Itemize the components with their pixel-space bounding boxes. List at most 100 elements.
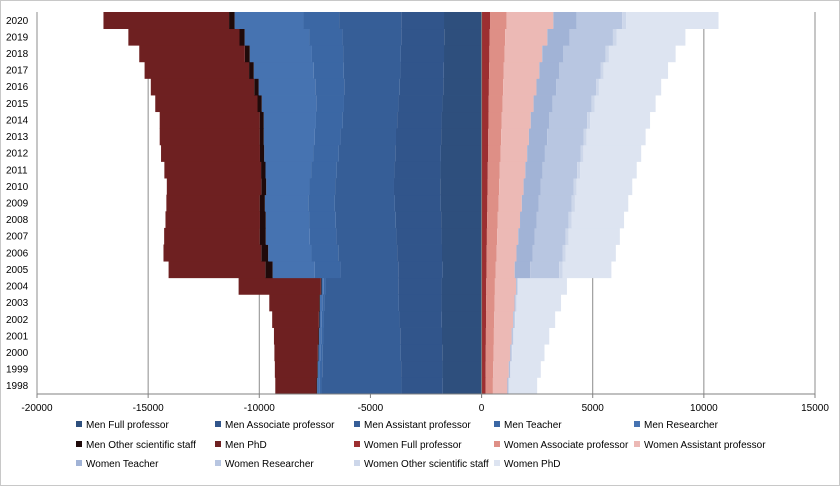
- bar-segment: [510, 360, 541, 378]
- bar-segment: [441, 294, 482, 312]
- bar-segment: [401, 360, 443, 378]
- bar-segment: [164, 227, 260, 245]
- bar-segment: [128, 28, 240, 46]
- bar-segment: [395, 128, 442, 146]
- y-tick-label: 2013: [6, 132, 29, 143]
- bar-segment: [263, 128, 315, 146]
- bar-segment: [498, 194, 522, 212]
- bar-segment: [338, 244, 398, 262]
- bar-segment: [487, 194, 499, 212]
- bar-segment: [249, 45, 312, 63]
- bar-segment: [481, 377, 486, 395]
- bar-segment: [259, 227, 266, 245]
- bar-segment: [254, 78, 259, 96]
- bar-segment: [440, 161, 482, 179]
- bar-segment: [259, 194, 265, 212]
- bar-segment: [547, 128, 584, 146]
- y-tick-label: 2017: [6, 66, 29, 77]
- x-tick-label: -5000: [358, 403, 384, 414]
- bar-segment: [518, 227, 535, 245]
- bar-segment: [238, 277, 321, 295]
- bar-segment: [318, 344, 321, 362]
- bar-segment: [323, 277, 326, 295]
- bar-segment: [481, 111, 489, 129]
- bar-segment: [163, 244, 262, 262]
- bar-segment: [319, 294, 323, 312]
- bar-segment: [553, 12, 577, 30]
- bar-segment: [493, 327, 512, 345]
- bar-segment: [481, 144, 489, 162]
- bar-segment: [317, 360, 318, 378]
- bar-segment: [396, 227, 442, 245]
- bar-segment: [322, 360, 402, 378]
- bar-segment: [612, 28, 617, 46]
- bar-segment: [481, 95, 489, 113]
- y-tick-label: 2007: [6, 232, 29, 243]
- bar-segment: [315, 111, 343, 129]
- bar-segment: [499, 178, 524, 196]
- bar-segment: [399, 78, 444, 96]
- bar-segment: [574, 194, 629, 212]
- bar-segment: [586, 128, 646, 146]
- bar-segment: [442, 377, 482, 395]
- bar-segment: [443, 78, 482, 96]
- bar-segment: [497, 211, 521, 229]
- bar-segment: [488, 128, 502, 146]
- y-tick-label: 2015: [6, 99, 29, 110]
- bar-segment: [568, 211, 572, 229]
- bar-segment: [481, 161, 488, 179]
- bar-segment: [490, 12, 507, 30]
- bar-segment: [598, 78, 662, 96]
- x-tick-label: -15000: [133, 403, 165, 414]
- bar-segment: [517, 277, 519, 295]
- bar-segment: [509, 360, 511, 378]
- bar-segment: [514, 261, 531, 279]
- bar-segment: [319, 360, 323, 378]
- bar-segment: [576, 178, 633, 196]
- bar-segment: [234, 12, 304, 30]
- x-tick-label: 15000: [801, 403, 829, 414]
- bar-segment: [485, 327, 494, 345]
- bar-segment: [549, 111, 588, 129]
- bar-segment: [442, 360, 482, 378]
- bar-segment: [257, 95, 262, 113]
- bar-segment: [536, 211, 569, 229]
- bar-segment: [401, 12, 445, 30]
- bar-segment: [600, 61, 604, 79]
- bar-segment: [500, 144, 528, 162]
- bar-segment: [583, 144, 642, 162]
- bar-segment: [400, 327, 443, 345]
- bar-segment: [274, 344, 318, 362]
- bar-segment: [166, 194, 260, 212]
- bar-segment: [499, 161, 526, 179]
- bar-segment: [342, 28, 402, 46]
- bar-segment: [323, 327, 401, 345]
- bar-segment: [481, 211, 488, 229]
- bar-segment: [441, 128, 482, 146]
- bar-segment: [309, 178, 336, 196]
- bar-segment: [441, 277, 482, 295]
- bar-segment: [259, 144, 265, 162]
- bar-segment: [528, 128, 548, 146]
- bar-segment: [316, 95, 344, 113]
- bar-segment: [309, 227, 337, 245]
- bar-segment: [338, 144, 396, 162]
- bar-segment: [265, 211, 310, 229]
- bar-segment: [508, 377, 510, 395]
- bar-segment: [103, 12, 230, 30]
- y-tick-label: 2002: [6, 315, 29, 326]
- bar-segment: [536, 78, 557, 96]
- bar-segment: [538, 194, 572, 212]
- bar-segment: [503, 78, 537, 96]
- bar-segment: [339, 12, 402, 30]
- bar-segment: [481, 360, 486, 378]
- bar-segment: [488, 78, 504, 96]
- bar-segment: [562, 261, 612, 279]
- bar-segment: [605, 45, 609, 63]
- bar-segment: [319, 310, 322, 328]
- bar-segment: [510, 344, 512, 362]
- x-tick-label: 10000: [690, 403, 718, 414]
- bar-segment: [334, 194, 395, 212]
- bar-segment: [493, 344, 511, 362]
